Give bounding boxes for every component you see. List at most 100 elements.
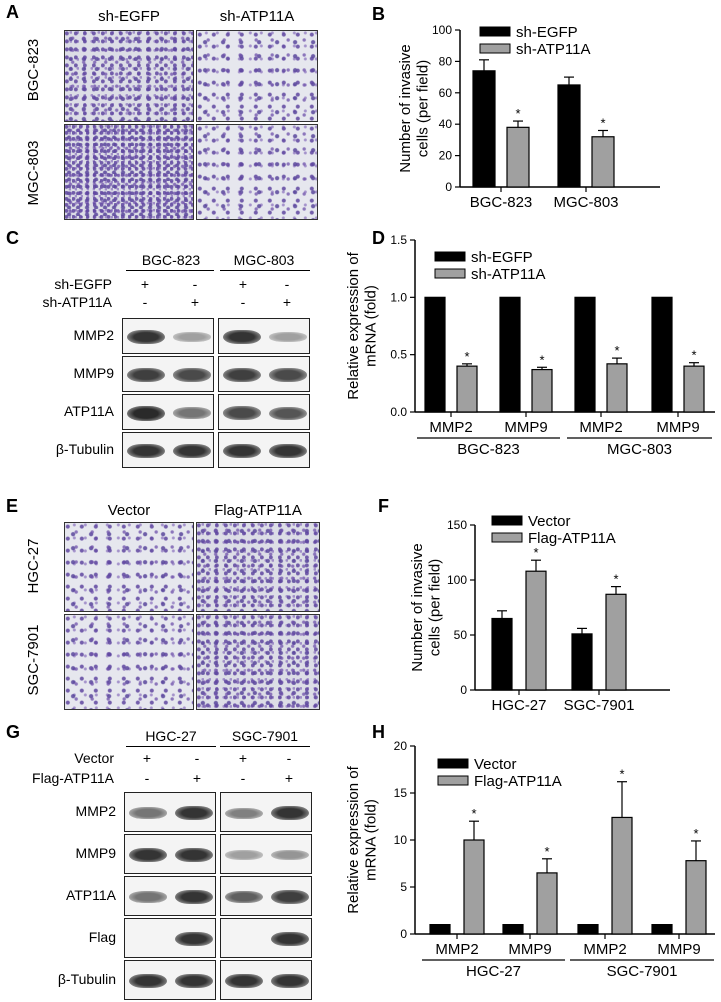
blot-box-c-3-1 (218, 432, 310, 468)
legend-swatch-h-0 (437, 758, 469, 769)
panel-letter-d: D (372, 228, 385, 248)
panel-a-col-label-1: sh-EGFP (98, 8, 160, 25)
panel-g-sign-1-3: + (238, 750, 248, 766)
micrograph-hgc27-vector (64, 522, 194, 612)
bar-d-1-2 (606, 363, 628, 413)
band-c-2-3 (269, 406, 307, 420)
panel-c-cell-line-1: BGC-823 (141, 252, 201, 268)
blot-box-g-4-0 (124, 960, 216, 1000)
legend-label-b-0: sh-EGFP (516, 24, 578, 41)
y-tick-label-h-4: 20 (394, 739, 408, 753)
y-tick-label-f-0: 0 (460, 683, 467, 697)
bar-h-1-2 (611, 816, 633, 935)
blot-box-g-2-0 (124, 876, 216, 916)
x-tick-label-h-2: MMP2 (583, 941, 626, 958)
significance-d-0: * (464, 349, 469, 364)
legend-swatch-d-0 (434, 251, 466, 262)
panel-g-sign-2-4: + (284, 770, 294, 786)
band-g-0-3 (271, 805, 309, 821)
y-axis-label-b: Number of invasivecells (per field) (397, 44, 431, 172)
band-c-2-0 (127, 405, 165, 421)
y-tick-label-f-2: 100 (447, 573, 467, 587)
panel-c-sign-2-2: + (190, 294, 200, 310)
significance-h-2: * (619, 767, 624, 782)
legend-swatch-d-1 (434, 268, 466, 279)
band-g-4-1 (175, 973, 213, 989)
band-g-4-2 (225, 973, 263, 989)
x-tick-label-h-1: MMP9 (508, 941, 551, 958)
x-tick-label-d-3: MMP9 (656, 419, 699, 436)
legend-swatch-f-0 (491, 515, 523, 526)
panel-c-sign-1-3: + (238, 276, 248, 292)
panel-c-sign-1-4: - (284, 276, 290, 292)
bar-b-1-0 (506, 126, 530, 188)
x-tick-label-b-0: BGC-823 (470, 194, 533, 211)
chart-f: 0 50 100 150 Number of invasivecells (per fi… (409, 513, 670, 714)
x-tick-label-d-0: MMP2 (429, 419, 472, 436)
band-c-0-3 (269, 332, 307, 342)
x-tick-label-h-0: MMP2 (435, 941, 478, 958)
significance-h-0: * (471, 806, 476, 821)
panel-g-cell-line-1: HGC-27 (145, 728, 197, 744)
panel-c-sign-2-1: - (142, 294, 148, 310)
bar-h-0-3 (651, 924, 673, 935)
y-tick-label-b-0: 0 (445, 180, 452, 194)
chart-h: 0 5 10 15 20 Relative expression ofmRNA (fold… (345, 739, 715, 980)
bar-d-0-1 (499, 296, 521, 413)
x-tick-label-d-2: MMP2 (579, 419, 622, 436)
panel-letter-g: G (6, 722, 21, 742)
panel-c-sign-1-2: - (192, 276, 198, 292)
micrograph-sgc7901-flag-atp11a (196, 614, 320, 710)
bar-h-1-3 (685, 860, 707, 935)
bar-h-0-0 (429, 924, 451, 935)
bar-d-0-2 (574, 296, 596, 413)
band-g-2-0 (129, 891, 167, 903)
bar-d-1-0 (456, 365, 478, 413)
band-g-0-1 (175, 805, 213, 821)
band-g-1-0 (129, 847, 167, 863)
legend-label-h-1: Flag-ATP11A (474, 773, 562, 790)
band-g-1-1 (175, 847, 213, 863)
bar-b-1-1 (591, 136, 615, 188)
legend-label-b-1: sh-ATP11A (516, 41, 590, 58)
significance-d-1: * (539, 352, 544, 367)
band-c-3-0 (127, 443, 165, 459)
x-tick-label-d-1: MMP9 (504, 419, 547, 436)
band-c-2-2 (223, 406, 261, 420)
band-c-0-0 (127, 329, 165, 345)
panel-c-sign-2-4: + (282, 294, 292, 310)
group-label-h-0: HGC-27 (466, 963, 521, 980)
y-tick-label-f-3: 150 (447, 518, 467, 532)
group-label-d-1: MGC-803 (607, 441, 672, 458)
blot-label-g-4: β-Tubulin (57, 971, 116, 987)
blot-label-g-0: MMP2 (75, 803, 116, 819)
blot-box-c-2-0 (122, 394, 214, 430)
blot-label-c-0: MMP2 (73, 327, 114, 343)
group-label-h-1: SGC-7901 (607, 963, 678, 980)
band-g-4-3 (271, 973, 309, 989)
blot-label-g-2: ATP11A (65, 887, 116, 903)
band-g-3-1 (175, 931, 213, 947)
band-g-0-0 (129, 807, 167, 819)
blot-box-c-2-1 (218, 394, 310, 430)
significance-b-1: * (600, 115, 605, 130)
band-c-1-2 (223, 368, 261, 382)
x-tick-label-h-3: MMP9 (657, 941, 700, 958)
significance-d-2: * (614, 343, 619, 358)
blot-box-g-2-1 (220, 876, 312, 916)
bar-b-0-1 (557, 84, 581, 188)
x-tick-label-b-1: MGC-803 (553, 194, 618, 211)
blot-box-g-4-1 (220, 960, 312, 1000)
blot-box-g-1-1 (220, 834, 312, 874)
blot-label-g-1: MMP9 (75, 845, 116, 861)
bar-d-0-0 (424, 296, 446, 413)
significance-d-3: * (691, 348, 696, 363)
panel-g-underline-1 (126, 746, 216, 747)
y-tick-label-d-2: 1.0 (390, 290, 407, 304)
blot-label-g-3: Flag (88, 929, 116, 945)
panel-c-cell-line-2: MGC-803 (233, 252, 295, 268)
blot-label-c-2: ATP11A (63, 403, 114, 419)
panel-a-row-label-2: MGC-803 (25, 140, 42, 206)
y-tick-label-f-1: 50 (454, 628, 468, 642)
band-c-3-3 (269, 443, 307, 459)
